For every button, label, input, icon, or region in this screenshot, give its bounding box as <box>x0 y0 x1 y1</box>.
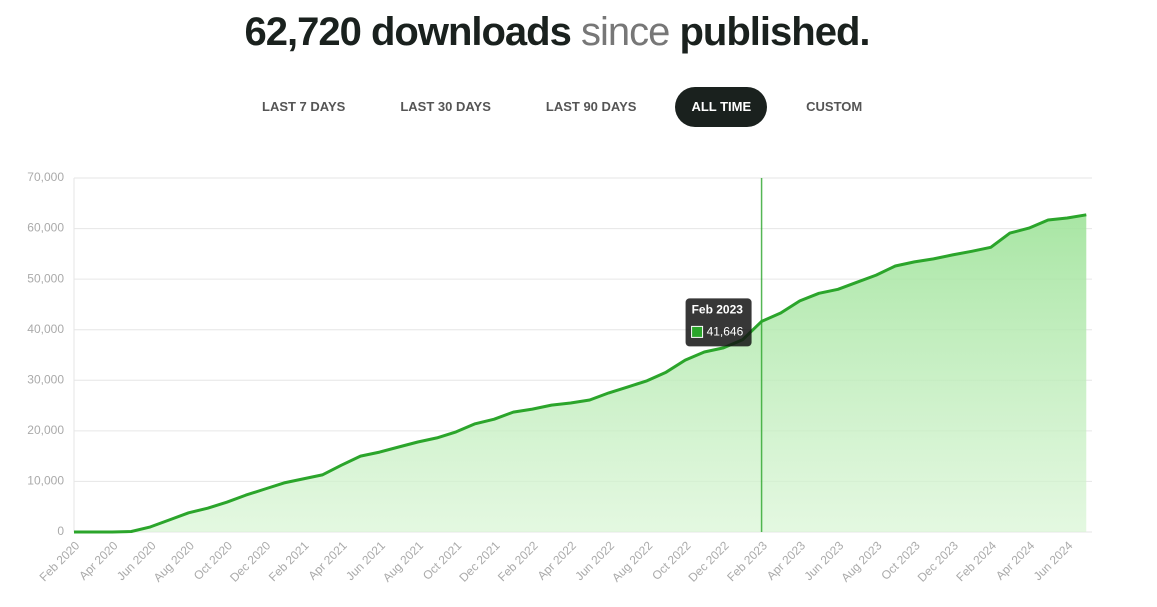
tooltip: Feb 2023 41,646 <box>685 298 752 347</box>
x-tick-label: Dec 2020 <box>227 538 273 584</box>
tooltip-value: 41,646 <box>707 325 744 339</box>
tab[interactable]: CUSTOM <box>806 99 863 114</box>
x-tick-label: Feb 2023 <box>724 538 770 584</box>
x-tick-label: Apr 2024 <box>993 538 1038 583</box>
x-tick-label: Apr 2022 <box>535 538 580 583</box>
y-tick-label: 30,000 <box>27 372 64 386</box>
x-tick-label: Aug 2020 <box>151 538 197 584</box>
x-tick-label: Apr 2020 <box>76 538 121 583</box>
tab[interactable]: LAST 90 DAYS <box>545 99 637 114</box>
tab[interactable]: LAST 7 DAYS <box>262 99 346 114</box>
heading: 62,720 downloads since published. <box>0 10 1114 55</box>
tooltip-title: Feb 2023 <box>692 303 744 317</box>
y-tick-label: 50,000 <box>27 271 64 285</box>
x-tick-label: Dec 2022 <box>686 538 732 584</box>
x-tick-label: Feb 2022 <box>495 538 541 584</box>
tooltip-swatch <box>691 325 704 338</box>
y-tick-label: 10,000 <box>27 474 64 488</box>
x-tick-label: Aug 2023 <box>838 538 884 584</box>
tab[interactable]: ALL TIME <box>675 87 768 127</box>
y-tick-label: 40,000 <box>27 322 64 336</box>
since: since <box>580 10 670 54</box>
x-tick-label: Jun 2024 <box>1031 538 1076 583</box>
x-tick-label: Dec 2023 <box>915 538 961 584</box>
x-tick-label: Aug 2022 <box>609 538 655 584</box>
tabs: LAST 7 DAYS LAST 30 DAYS LAST 90 DAYS ALL T… <box>246 87 901 127</box>
x-tick-label: Feb 2024 <box>953 538 999 584</box>
x-tick-label: Aug 2021 <box>380 538 426 584</box>
y-tick-label: 60,000 <box>27 221 64 235</box>
count: 62,720 downloads <box>244 10 572 54</box>
x-tick-label: Apr 2021 <box>305 538 350 583</box>
x-tick-label: Feb 2021 <box>266 538 312 584</box>
area <box>74 214 1087 533</box>
y-tick-label: 20,000 <box>27 423 64 437</box>
y-tick-label: 70,000 <box>27 170 64 184</box>
tab[interactable]: LAST 30 DAYS <box>400 99 491 114</box>
x-tick-label: Apr 2023 <box>764 538 809 583</box>
x-tick-label: Feb 2020 <box>37 538 83 584</box>
published: published. <box>679 10 870 54</box>
line <box>74 213 1087 534</box>
x-tick-label: Dec 2021 <box>456 538 502 584</box>
y-tick-label: 0 <box>57 524 64 538</box>
